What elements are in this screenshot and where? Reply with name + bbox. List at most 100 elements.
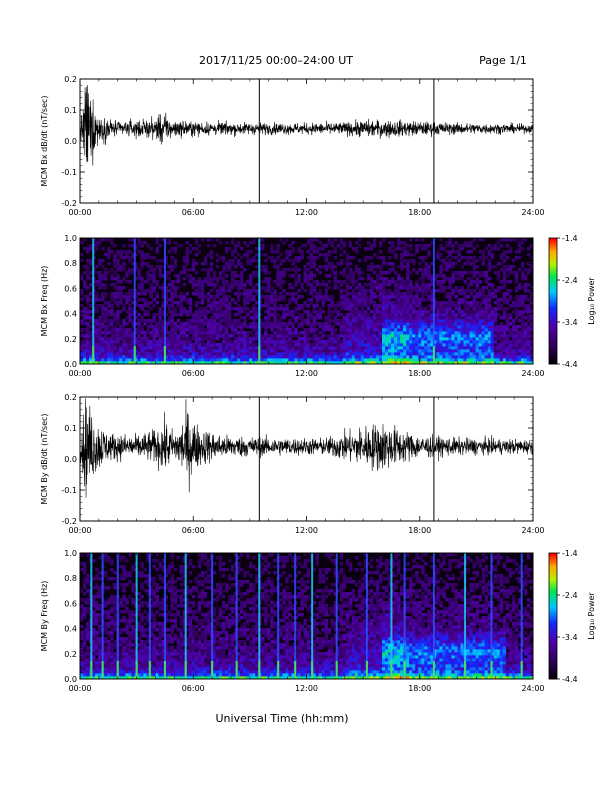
spectrogram-cell	[273, 292, 277, 296]
spectrogram-cell	[264, 268, 268, 272]
spectrogram-cell	[363, 343, 368, 347]
spectrogram-cell	[369, 265, 374, 269]
spectrogram-cell	[466, 289, 470, 293]
spectrogram-cell	[451, 337, 455, 341]
spectrogram-cell	[312, 295, 316, 299]
spectrogram-cell	[170, 298, 175, 302]
spectrogram-cell	[131, 355, 135, 359]
spectrogram-cell	[475, 337, 480, 341]
spectrogram-cell	[372, 286, 377, 290]
spectrogram-cell	[382, 307, 386, 311]
spectrogram-cell	[131, 301, 135, 305]
spectrogram-cell	[137, 313, 141, 317]
spectrogram-cell	[418, 349, 422, 353]
spectrogram-cell	[231, 328, 235, 332]
spectrogram-cell	[523, 277, 528, 281]
spectrogram-cell	[382, 286, 386, 290]
spectrogram-cell	[406, 259, 410, 263]
spectrogram-cell	[279, 271, 283, 275]
spectrogram-cell	[179, 271, 184, 275]
spectrogram-cell	[161, 349, 165, 353]
spectrogram-cell	[224, 331, 229, 335]
spectrogram-cell	[89, 340, 93, 344]
spectrogram-cell	[267, 313, 271, 317]
spectrogram-cell	[185, 241, 190, 245]
spectrogram-cell	[231, 283, 235, 287]
spectrogram-cell	[294, 316, 298, 320]
spectrogram-cell	[98, 625, 102, 629]
spectrogram-cell	[418, 316, 422, 320]
spectrogram-cell	[382, 346, 386, 350]
spectrogram-cell	[197, 301, 202, 305]
spectrogram-cell	[149, 274, 153, 278]
spectrogram-cell	[345, 346, 350, 350]
spectrogram-cell	[161, 340, 165, 344]
spectrogram-cell	[146, 325, 150, 329]
spectrogram-cell	[224, 358, 229, 362]
spectrogram-cell	[508, 316, 513, 320]
spectrogram-cell	[442, 289, 446, 293]
colorbar-segment	[549, 252, 557, 256]
spectrogram-cell	[113, 316, 117, 320]
spectrogram-cell	[146, 244, 150, 248]
spectrogram-cell	[209, 301, 214, 305]
spectrogram-cell	[502, 334, 507, 338]
spectrogram-cell	[472, 328, 477, 332]
spectrogram-cell	[394, 331, 398, 335]
spectrogram-cell	[303, 355, 307, 359]
spectrogram-cell	[237, 253, 241, 257]
spectrogram-cell	[496, 325, 501, 329]
spectrogram-cell	[264, 358, 268, 362]
spectrogram-cell	[179, 334, 184, 338]
spectrogram-cell	[463, 352, 467, 356]
spectrogram-cell	[363, 355, 368, 359]
spectrogram-cell	[182, 358, 187, 362]
spectrogram-cell	[170, 256, 175, 260]
spectrogram-cell	[113, 292, 117, 296]
spectrogram-cell	[282, 334, 286, 338]
spectrogram-cell	[439, 319, 443, 323]
spectrogram-cell	[403, 253, 407, 257]
spectrogram-cell	[330, 262, 335, 266]
spectrogram-cell	[309, 301, 313, 305]
spectrogram-cell	[140, 337, 144, 341]
x-tick-label: 06:00	[182, 369, 205, 378]
spectrogram-cell	[221, 319, 226, 323]
spectrogram-cell	[357, 352, 362, 356]
spectrogram-cell	[98, 337, 102, 341]
y-tick-label: -0.1	[61, 168, 77, 177]
spectrogram-cell	[246, 295, 250, 299]
spectrogram-cell	[312, 304, 316, 308]
spectrogram-cell	[372, 325, 377, 329]
spectrogram-cell	[252, 310, 256, 314]
spectrogram-cell	[294, 283, 298, 287]
spectrogram-cell	[378, 277, 383, 281]
spectrogram-cell	[122, 307, 126, 311]
spectrogram-cell	[215, 283, 220, 287]
spectrogram-cell	[514, 277, 519, 281]
spectrogram-cell	[237, 337, 241, 341]
spectrogram-cell	[276, 256, 280, 260]
spectrogram-cell	[182, 346, 187, 350]
spectrogram-cell	[466, 361, 470, 365]
spectrogram-cell	[493, 331, 498, 335]
spectrogram-cell	[309, 328, 313, 332]
spectrogram-cell	[246, 334, 250, 338]
spectrogram-cell	[212, 328, 217, 332]
spectrogram-cell	[206, 361, 211, 365]
spectrogram-cell	[354, 328, 359, 332]
spectrogram-cell	[113, 331, 117, 335]
spectrogram-cell	[300, 337, 304, 341]
spectrogram-cell	[529, 361, 534, 365]
spectrogram-cell	[523, 325, 528, 329]
spectrogram-cell	[424, 274, 428, 278]
spectrogram-cell	[231, 262, 235, 266]
spectrogram-cell	[110, 274, 114, 278]
colorbar-segment	[549, 313, 557, 317]
spectrogram-cell	[110, 295, 114, 299]
spectrogram-cell	[218, 271, 223, 275]
spectrogram-cell	[481, 307, 486, 311]
spectrogram-cell	[342, 295, 347, 299]
spectrogram-cell	[321, 334, 326, 338]
spectrogram-cell	[83, 631, 87, 635]
